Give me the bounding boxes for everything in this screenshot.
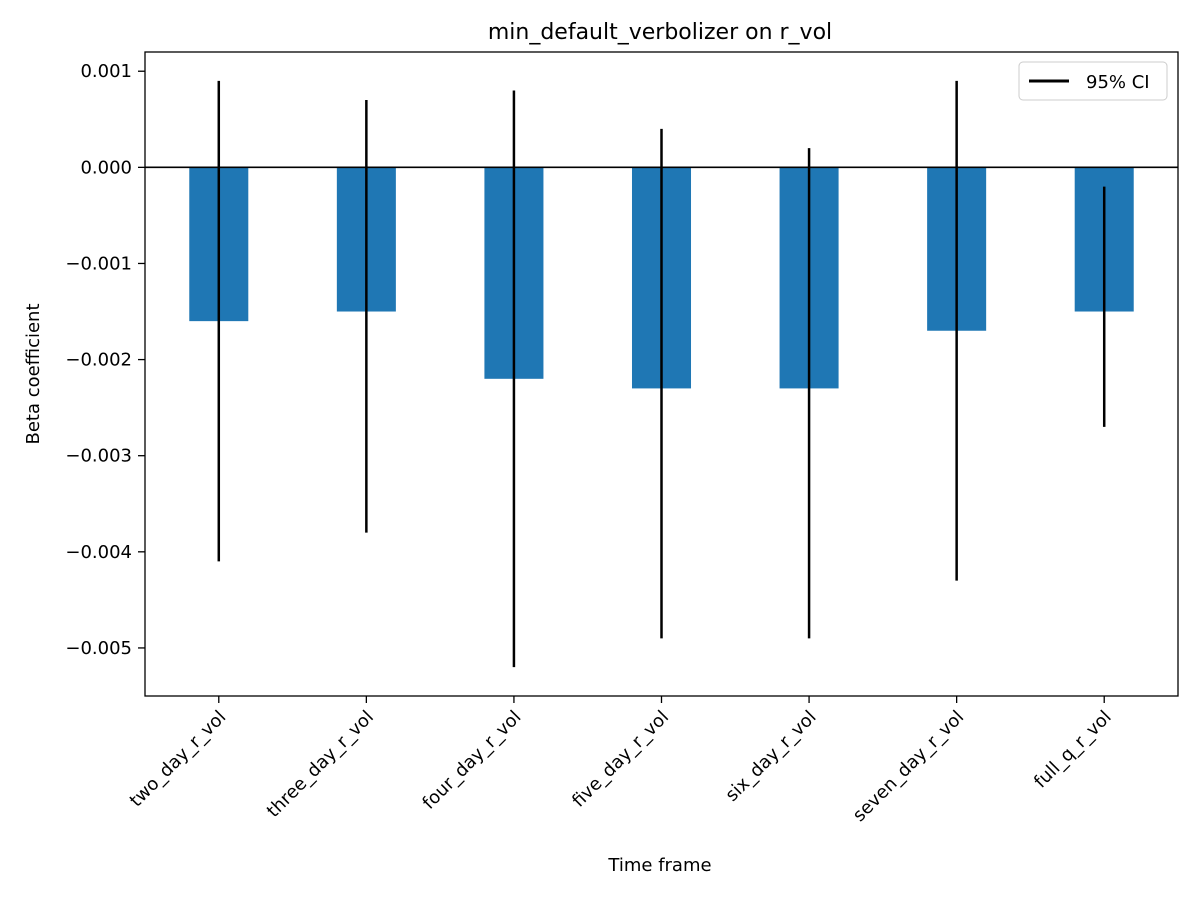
y-tick-label: −0.002 xyxy=(65,350,132,371)
y-tick-label: −0.005 xyxy=(65,638,132,659)
y-axis-ticks: 0.001 0.000 −0.001 −0.002 −0.003 −0.004 −0.005 xyxy=(65,61,145,659)
legend: 95% CI xyxy=(1018,61,1168,101)
legend-label: 95% CI xyxy=(1086,72,1150,93)
chart-title: min_default_verbolizer on r_vol xyxy=(488,20,832,45)
y-tick-label: 0.001 xyxy=(80,61,132,82)
plot-area xyxy=(144,51,1179,697)
y-tick-label: −0.004 xyxy=(65,542,132,563)
x-axis-label: Time frame xyxy=(607,855,711,876)
y-tick-label: −0.001 xyxy=(65,253,132,274)
legend-box xyxy=(1018,61,1168,101)
y-tick-label: 0.000 xyxy=(80,157,132,178)
y-tick-label: −0.003 xyxy=(65,446,132,467)
y-axis-label: Beta coefficient xyxy=(23,303,44,444)
